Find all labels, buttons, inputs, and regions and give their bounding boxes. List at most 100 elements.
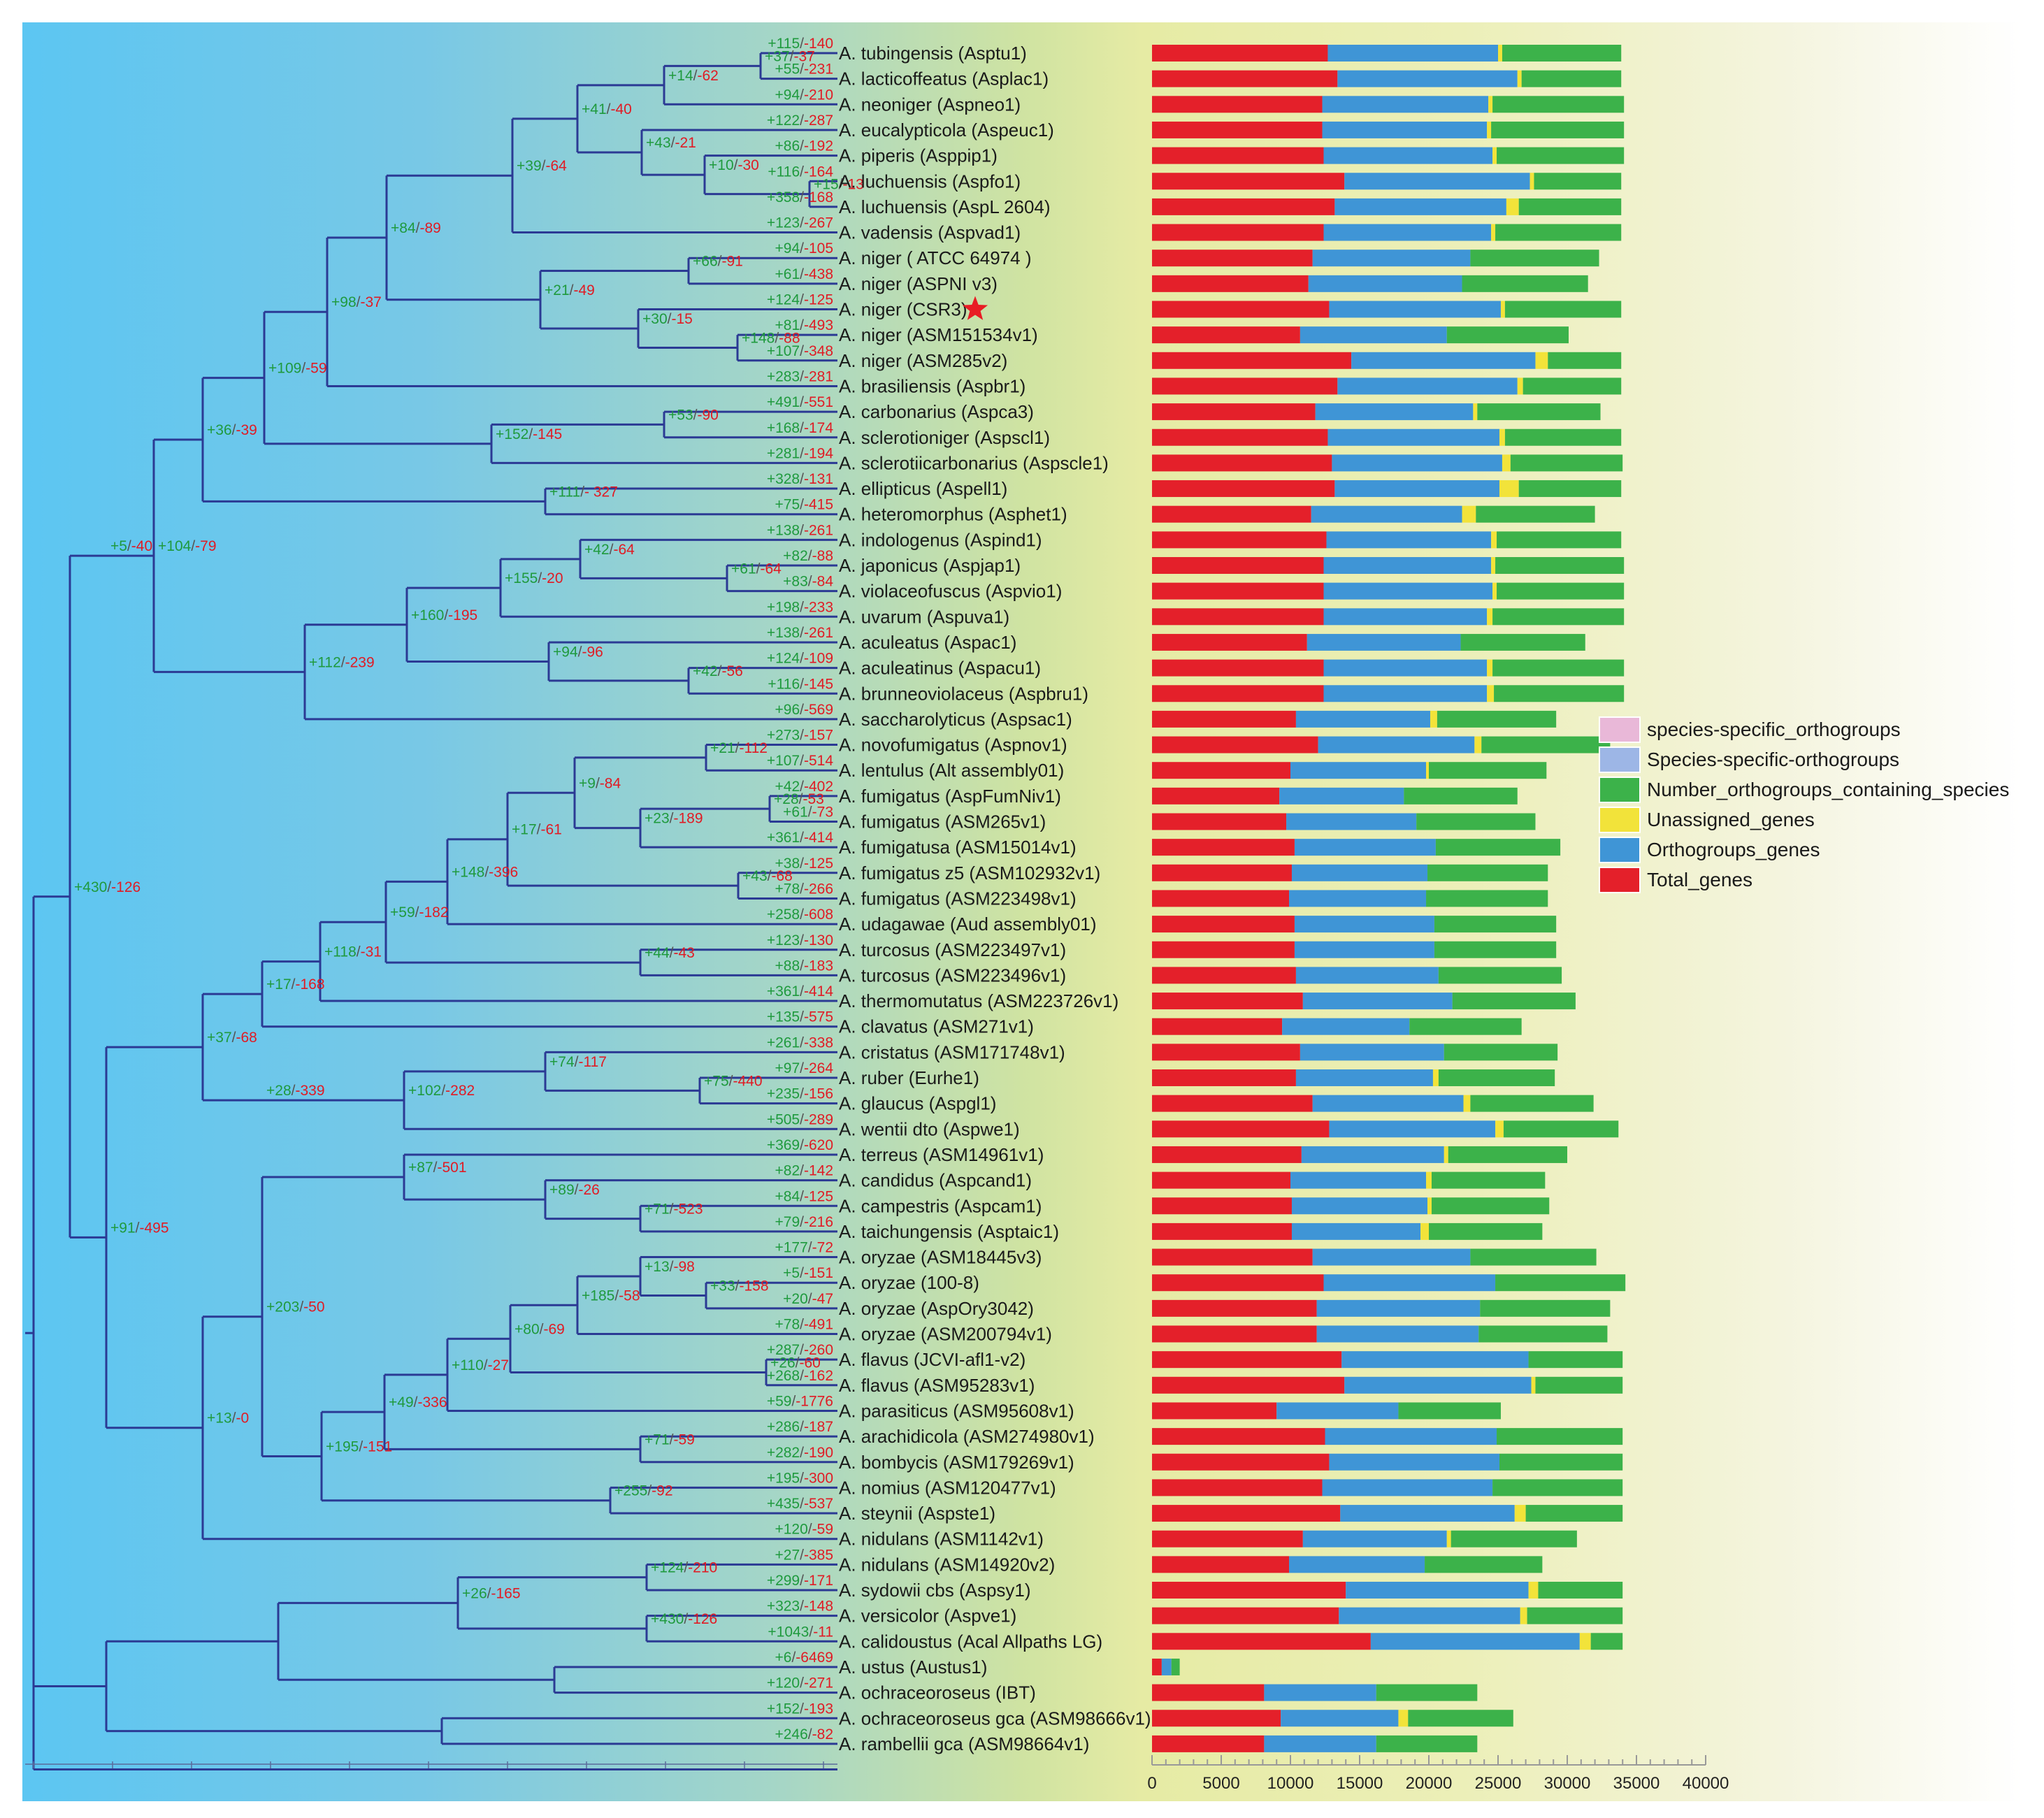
bar-orthogroups-genes [1332,454,1502,472]
bar-orthogroups-genes [1344,1376,1532,1394]
node-gain-loss-label: +148/-396 [452,864,518,880]
bar-total-genes [1152,1095,1313,1112]
bar-number-orthogroups [1425,1556,1543,1573]
leaf-gain-loss-label: +107/-514 [767,753,834,769]
bar-orthogroups-genes [1344,173,1530,190]
bar-number-orthogroups [1448,1146,1567,1163]
node-gain-loss-label: +15/-13 [814,177,864,193]
taxon-label: A. tubingensis (Asptu1) [839,43,1027,64]
taxon-label: A. oryzae (ASM200794v1) [839,1324,1052,1345]
bar-total-genes [1152,1069,1296,1086]
taxon-label: A. fumigatusa (ASM15014v1) [839,837,1077,858]
x-tick-label: 10000 [1267,1774,1314,1793]
taxon-label: A. ustus (Austus1) [839,1657,987,1678]
bar-orthogroups-genes [1323,659,1488,677]
leaf-gain-loss-label: +79/-216 [775,1214,834,1230]
bar-number-orthogroups [1416,813,1536,830]
bar-total-genes [1152,301,1330,318]
bar-number-orthogroups [1535,1376,1623,1394]
bar-total-genes [1152,480,1335,498]
bar-orthogroups-genes [1323,557,1492,574]
legend-label: species-specific_orthogroups [1647,719,1901,740]
bar-unassigned-genes [1498,45,1502,62]
node-gain-loss-label: +185/-58 [582,1287,640,1304]
taxon-label: A. oryzae (AspOry3042) [839,1298,1034,1319]
taxon-label: A. candidus (Aspcand1) [839,1170,1032,1191]
leaf-gain-loss-label: +198/-233 [767,599,833,615]
taxon-label: A. fumigatus (ASM223498v1) [839,888,1077,909]
node-gain-loss-label: +102/-282 [408,1083,475,1099]
bar-number-orthogroups [1470,1248,1597,1266]
bar-unassigned-genes [1426,1171,1432,1189]
bar-number-orthogroups [1527,1607,1623,1624]
bar-unassigned-genes [1514,1505,1526,1522]
x-tick-label: 5000 [1202,1774,1239,1793]
bar-orthogroups-genes [1264,1684,1376,1701]
taxon-label: A. oryzae (100-8) [839,1272,979,1293]
bar-total-genes [1152,608,1324,626]
bar-unassigned-genes [1488,96,1493,113]
bar-orthogroups-genes [1302,993,1453,1010]
bar-unassigned-genes [1500,301,1505,318]
bar-orthogroups-genes [1329,1120,1496,1138]
bar-number-orthogroups [1481,736,1611,753]
node-gain-loss-label: +21/-112 [710,740,768,756]
bar-total-genes [1152,352,1352,369]
bar-total-genes [1152,787,1280,805]
taxon-label: A. carbonarius (Aspca3) [839,401,1034,422]
bar-number-orthogroups [1427,864,1548,881]
x-tick-label: 30000 [1544,1774,1591,1793]
node-gain-loss-label: +26/-165 [462,1585,521,1601]
node-gain-loss-label: +110/-27 [452,1357,509,1373]
leaf-gain-loss-label: +369/-620 [767,1137,833,1153]
bar-orthogroups-genes [1295,967,1439,984]
leaf-gain-loss-label: +246/-82 [775,1726,833,1743]
bar-number-orthogroups [1480,1299,1611,1317]
taxon-label: A. taichungensis (Asptaic1) [839,1221,1059,1242]
bar-number-orthogroups [1538,1582,1623,1599]
bar-number-orthogroups [1431,1197,1550,1215]
node-gain-loss-label: +14/-62 [668,68,719,84]
bar-orthogroups-genes [1326,531,1492,549]
bar-number-orthogroups [1504,428,1622,446]
leaf-gain-loss-label: +61/-73 [783,805,833,821]
node-gain-loss-label: +104/-79 [158,538,217,554]
taxon-label: A. calidoustus (Acal Allpaths LG) [839,1631,1102,1652]
bar-number-orthogroups [1523,377,1622,395]
bar-number-orthogroups [1470,250,1599,267]
bar-total-genes [1152,1710,1281,1727]
leaf-gain-loss-label: +120/-271 [767,1675,833,1691]
node-gain-loss-label: +87/-501 [408,1160,467,1176]
bar-number-orthogroups [1409,1018,1522,1035]
node-gain-loss-label: +111/- 327 [549,484,618,500]
bar-number-orthogroups [1404,787,1518,805]
node-gain-loss-label: +94/-96 [553,644,603,660]
bar-number-orthogroups [1438,967,1562,984]
node-gain-loss-label: +195/-151 [326,1438,392,1455]
node-gain-loss-label: +17/-61 [512,822,562,838]
bar-number-orthogroups [1408,1710,1513,1727]
taxon-label: A. niger (ASPNI v3) [839,273,998,294]
bar-orthogroups-genes [1322,1479,1493,1496]
bar-orthogroups-genes [1340,1505,1515,1522]
bar-orthogroups-genes [1329,1453,1499,1471]
legend-label: Unassigned_genes [1647,809,1815,830]
bar-orthogroups-genes [1323,582,1493,600]
leaf-gain-loss-label: +78/-266 [775,881,834,897]
bar-number-orthogroups [1446,326,1569,344]
taxon-label: A. flavus (JCVI-afl1-v2) [839,1349,1025,1370]
bar-unassigned-genes [1487,608,1493,626]
bar-orthogroups-genes [1291,1222,1421,1240]
bar-total-genes [1152,428,1328,446]
node-gain-loss-label: +37/-37 [765,48,815,64]
bar-total-genes [1152,70,1338,87]
bar-orthogroups-genes [1294,941,1434,958]
node-gain-loss-label: +10/-30 [709,157,759,173]
taxon-label: A. udagawae (Aud assembly01) [839,914,1097,935]
bar-total-genes [1152,1658,1162,1675]
taxon-label: A. novofumigatus (Aspnov1) [839,735,1067,756]
bar-number-orthogroups [1478,1325,1608,1343]
taxon-label: A. luchuensis (Aspfo1) [839,171,1021,192]
bar-total-genes [1152,1044,1300,1061]
bar-orthogroups-genes [1318,736,1475,753]
